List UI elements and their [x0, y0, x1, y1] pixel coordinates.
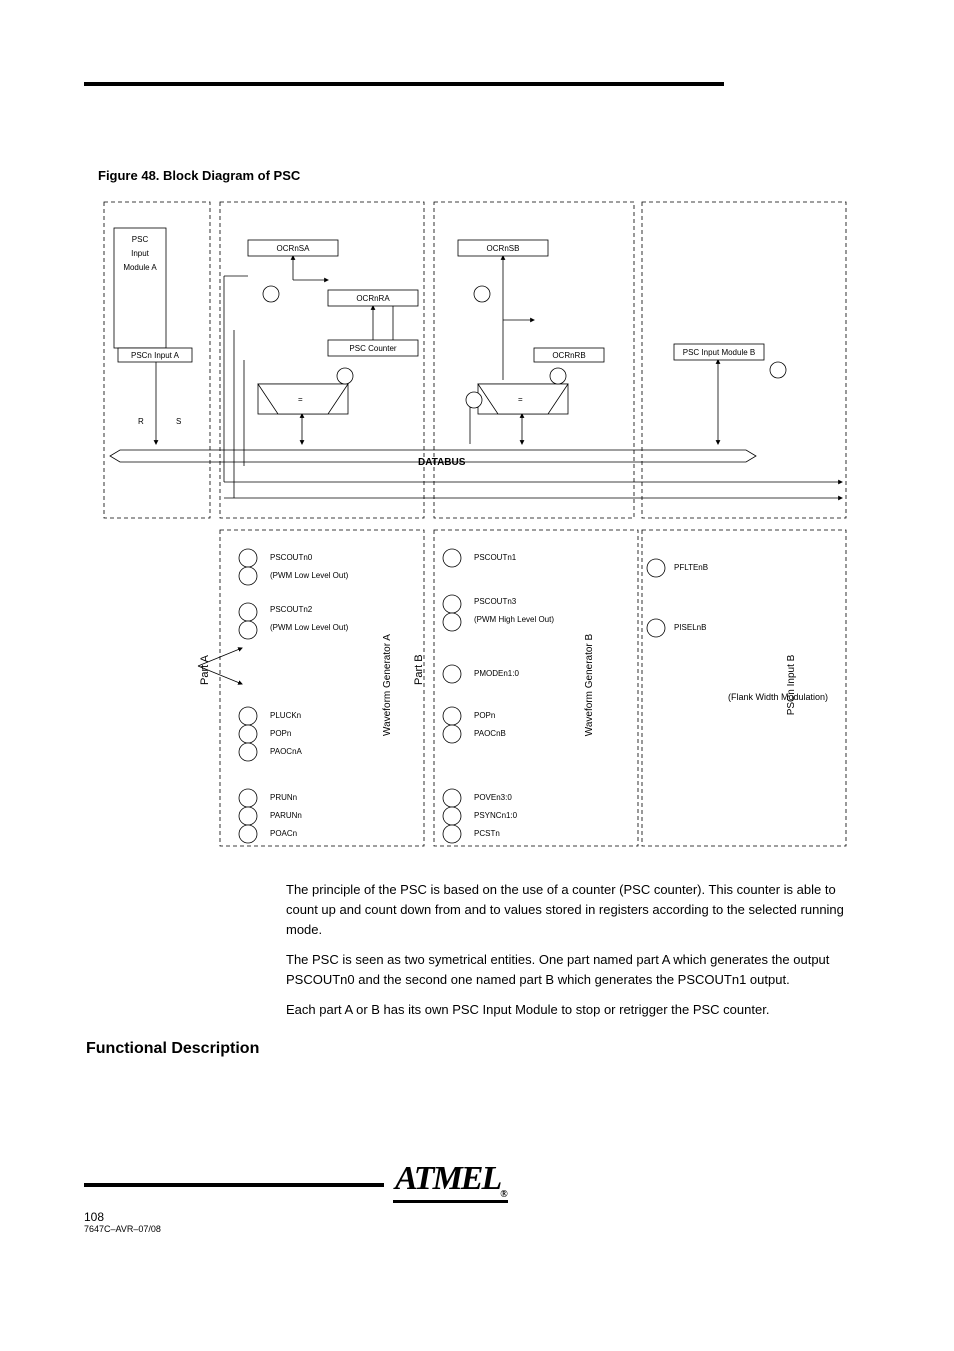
svg-text:OCRnRB: OCRnRB	[552, 351, 585, 360]
svg-text:PSC: PSC	[132, 235, 149, 244]
svg-text:Part A: Part A	[199, 654, 211, 685]
svg-text:OCRnSB: OCRnSB	[487, 244, 520, 253]
svg-text:PSC Input Module B: PSC Input Module B	[683, 348, 755, 357]
block-diagram: PSC Input Module A PSCn Input A OCRnSA OCRnRA…	[98, 200, 858, 860]
svg-text:PSCOUTn0: PSCOUTn0	[270, 553, 313, 562]
svg-text:PFLTEnB: PFLTEnB	[674, 563, 708, 572]
rule-top	[84, 82, 724, 86]
svg-text:R: R	[138, 417, 144, 426]
svg-text:PSCOUTn3: PSCOUTn3	[474, 597, 517, 606]
svg-text:DATABUS: DATABUS	[418, 457, 466, 468]
svg-text:(Flank Width Modulation): (Flank Width Modulation)	[728, 692, 828, 702]
svg-text:(PWM Low Level Out): (PWM Low Level Out)	[270, 623, 349, 632]
atmel-logo: ATMEL®	[393, 1160, 508, 1203]
body-para-1: The principle of the PSC is based on the…	[286, 880, 858, 940]
body-para-3: Each part A or B has its own PSC Input M…	[286, 1000, 858, 1020]
svg-text:POVEn3:0: POVEn3:0	[474, 793, 512, 802]
svg-text:Input: Input	[131, 249, 150, 258]
svg-text:POPn: POPn	[270, 729, 291, 738]
svg-text:PSYNCn1:0: PSYNCn1:0	[474, 811, 518, 820]
svg-text:PMODEn1:0: PMODEn1:0	[474, 669, 519, 678]
svg-text:POACn: POACn	[270, 829, 297, 838]
svg-text:PSC Counter: PSC Counter	[349, 344, 396, 353]
svg-text:PISELnB: PISELnB	[674, 623, 706, 632]
svg-text:PARUNn: PARUNn	[270, 811, 302, 820]
svg-text:PSCn Input A: PSCn Input A	[131, 351, 180, 360]
svg-text:Waveform Generator A: Waveform Generator A	[382, 634, 393, 736]
svg-text:(PWM Low Level Out): (PWM Low Level Out)	[270, 571, 349, 580]
svg-text:=: =	[298, 395, 303, 404]
svg-text:=: =	[518, 395, 523, 404]
rule-bottom	[84, 1183, 384, 1187]
svg-text:PRUNn: PRUNn	[270, 793, 297, 802]
svg-text:OCRnRA: OCRnRA	[356, 294, 390, 303]
svg-text:S: S	[176, 417, 181, 426]
svg-text:PLUCKn: PLUCKn	[270, 711, 301, 720]
figure-caption: Figure 48. Block Diagram of PSC	[98, 168, 300, 183]
page-number: 108	[84, 1210, 104, 1224]
svg-text:Part B: Part B	[413, 654, 425, 685]
svg-text:PAOCnA: PAOCnA	[270, 747, 303, 756]
svg-text:PAOCnB: PAOCnB	[474, 729, 506, 738]
svg-text:OCRnSA: OCRnSA	[277, 244, 311, 253]
svg-text:Waveform Generator B: Waveform Generator B	[584, 633, 595, 736]
svg-text:POPn: POPn	[474, 711, 495, 720]
section-title: Functional Description	[86, 1040, 259, 1058]
reg-mark: ®	[500, 1189, 505, 1200]
body-para-2: The PSC is seen as two symetrical entiti…	[286, 950, 858, 990]
doc-number: 7647C–AVR–07/08	[84, 1224, 161, 1234]
svg-text:PCSTn: PCSTn	[474, 829, 500, 838]
svg-text:PSCOUTn1: PSCOUTn1	[474, 553, 517, 562]
svg-text:(PWM High Level Out): (PWM High Level Out)	[474, 615, 554, 624]
logo-text: ATMEL	[395, 1160, 500, 1197]
svg-text:PSCOUTn2: PSCOUTn2	[270, 605, 313, 614]
svg-text:Module A: Module A	[123, 263, 157, 272]
svg-text:PSCn Input B: PSCn Input B	[786, 654, 797, 715]
